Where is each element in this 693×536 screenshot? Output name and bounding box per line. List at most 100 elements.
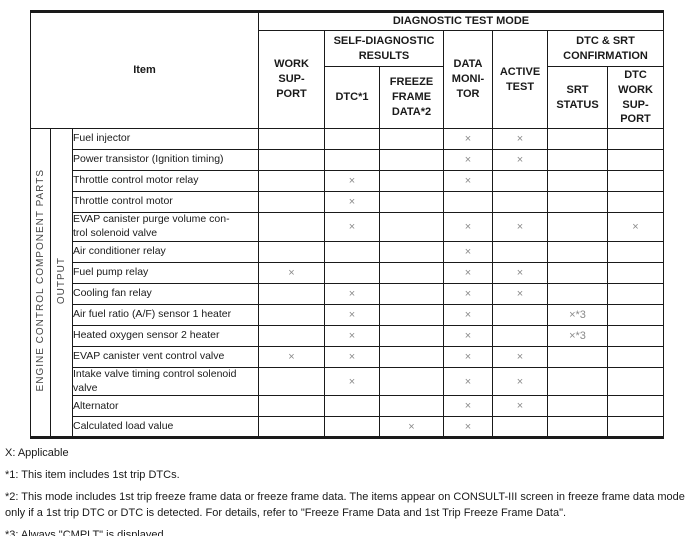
table-row: Cooling fan relay × × × — [31, 282, 665, 305]
footnote-3: *3: Always "CMPLT" is displayed. — [5, 529, 167, 536]
applicable-mark-data-monitor: × — [443, 149, 493, 171]
empty-cell-dtc — [324, 149, 380, 171]
column-header-work-support: WORK SUP- PORT — [258, 30, 325, 129]
applicable-mark-srt-status: ×*3 — [547, 324, 608, 347]
table-row: Heated oxygen sensor 2 heater × × ×*3 — [31, 324, 665, 347]
empty-cell-work-support — [258, 303, 325, 326]
empty-cell-srt-status — [547, 240, 608, 263]
table-row: Alternator × × — [31, 395, 665, 418]
diagnostic-test-mode-table: Item DIAGNOSTIC TEST MODE WORK SUP- PORT… — [30, 10, 665, 440]
empty-cell-freeze-frame-data — [379, 303, 444, 326]
table-row: Throttle control motor relay × × — [31, 170, 665, 192]
applicable-mark-dtc: × — [324, 282, 380, 305]
empty-cell-active-test — [492, 324, 548, 347]
empty-cell-dtc-work-support — [606, 366, 665, 397]
applicable-mark-active-test: × — [492, 261, 548, 284]
item-label: Heated oxygen sensor 2 heater — [72, 324, 259, 347]
empty-cell-work-support — [258, 128, 325, 150]
column-header-self-diagnostic-results: SELF-DIAGNOSTIC RESULTS — [324, 30, 444, 67]
applicable-mark-data-monitor: × — [443, 395, 493, 418]
empty-cell-active-test — [492, 191, 548, 213]
empty-cell-dtc — [324, 416, 380, 439]
empty-cell-dtc-work-support — [606, 149, 665, 171]
item-label: Calculated load value — [72, 416, 259, 439]
empty-cell-srt-status — [547, 282, 608, 305]
empty-cell-srt-status — [547, 128, 608, 150]
applicable-mark-srt-status: ×*3 — [547, 303, 608, 326]
empty-cell-dtc — [324, 128, 380, 150]
table-body: ENGINE CONTROL COMPONENT PARTS OUTPUT Fuel… — [30, 127, 665, 439]
empty-cell-data-monitor — [443, 191, 493, 213]
empty-cell-dtc-work-support — [606, 128, 665, 150]
item-label: Air fuel ratio (A/F) sensor 1 heater — [72, 303, 259, 326]
empty-cell-srt-status — [547, 170, 608, 192]
empty-cell-freeze-frame-data — [379, 366, 444, 397]
item-label: Alternator — [72, 395, 259, 418]
header-row-title: Item DIAGNOSTIC TEST MODE — [30, 11, 665, 129]
table-row: EVAP canister vent control valve × × × × — [31, 345, 665, 368]
empty-cell-work-support — [258, 149, 325, 171]
empty-cell-freeze-frame-data — [379, 149, 444, 171]
empty-cell-work-support — [258, 416, 325, 439]
table-row: Fuel pump relay × × × — [31, 261, 665, 284]
empty-cell-active-test — [492, 240, 548, 263]
empty-cell-dtc-work-support — [606, 191, 665, 213]
column-header-dtc-srt-confirmation: DTC & SRT CONFIRMATION — [546, 30, 665, 67]
item-label: Air conditioner relay — [72, 240, 259, 263]
empty-cell-freeze-frame-data — [379, 212, 444, 242]
empty-cell-dtc-work-support — [606, 345, 665, 368]
applicable-mark-work-support: × — [258, 261, 325, 284]
item-label: EVAP canister purge volume con- trol sol… — [72, 212, 259, 242]
table-row: Power transistor (Ignition timing) × × — [31, 149, 665, 171]
row-group-label: OUTPUT — [56, 256, 67, 304]
legend-applicable: X: Applicable — [5, 447, 69, 460]
empty-cell-srt-status — [547, 345, 608, 368]
empty-cell-freeze-frame-data — [379, 170, 444, 192]
empty-cell-freeze-frame-data — [379, 128, 444, 150]
column-header-srt-status: SRT STATUS — [547, 66, 608, 129]
item-label: Fuel pump relay — [72, 261, 259, 284]
empty-cell-dtc-work-support — [606, 240, 665, 263]
applicable-mark-active-test: × — [492, 149, 548, 171]
empty-cell-freeze-frame-data — [379, 191, 444, 213]
empty-cell-dtc — [324, 240, 380, 263]
applicable-mark-data-monitor: × — [443, 416, 493, 439]
empty-cell-dtc-work-support — [606, 324, 665, 347]
empty-cell-active-test — [492, 170, 548, 192]
applicable-mark-data-monitor: × — [443, 128, 493, 150]
empty-cell-dtc-work-support — [606, 416, 665, 439]
applicable-mark-dtc: × — [324, 303, 380, 326]
table-row: Throttle control motor × — [31, 191, 665, 213]
empty-cell-active-test — [492, 416, 548, 439]
empty-cell-srt-status — [547, 261, 608, 284]
empty-cell-work-support — [258, 212, 325, 242]
applicable-mark-active-test: × — [492, 128, 548, 150]
item-label: Fuel injector — [72, 128, 259, 150]
row-group-label: ENGINE CONTROL COMPONENT PARTS — [35, 169, 46, 392]
table-row: Air conditioner relay × — [31, 240, 665, 263]
empty-cell-dtc — [324, 261, 380, 284]
empty-cell-freeze-frame-data — [379, 282, 444, 305]
empty-cell-srt-status — [547, 416, 608, 439]
item-label: Intake valve timing control solenoid val… — [72, 366, 259, 397]
empty-cell-dtc — [324, 395, 380, 418]
empty-cell-srt-status — [547, 149, 608, 171]
empty-cell-work-support — [258, 170, 325, 192]
applicable-mark-active-test: × — [492, 395, 548, 418]
item-label: EVAP canister vent control valve — [72, 345, 259, 368]
footnotes: X: Applicable *1: This item includes 1st… — [5, 446, 693, 536]
table-row: EVAP canister purge volume con- trol sol… — [31, 212, 665, 242]
empty-cell-dtc-work-support — [606, 170, 665, 192]
applicable-mark-active-test: × — [492, 282, 548, 305]
empty-cell-work-support — [258, 395, 325, 418]
row-group-output: OUTPUT — [50, 127, 73, 439]
applicable-mark-data-monitor: × — [443, 170, 493, 192]
empty-cell-freeze-frame-data — [379, 240, 444, 263]
column-header-dtc: DTC*1 — [324, 66, 380, 129]
empty-cell-freeze-frame-data — [379, 261, 444, 284]
empty-cell-work-support — [258, 282, 325, 305]
empty-cell-freeze-frame-data — [379, 395, 444, 418]
column-header-freeze-frame-data: FREEZE FRAME DATA*2 — [379, 66, 444, 129]
empty-cell-dtc-work-support — [606, 395, 665, 418]
applicable-mark-dtc: × — [324, 191, 380, 213]
